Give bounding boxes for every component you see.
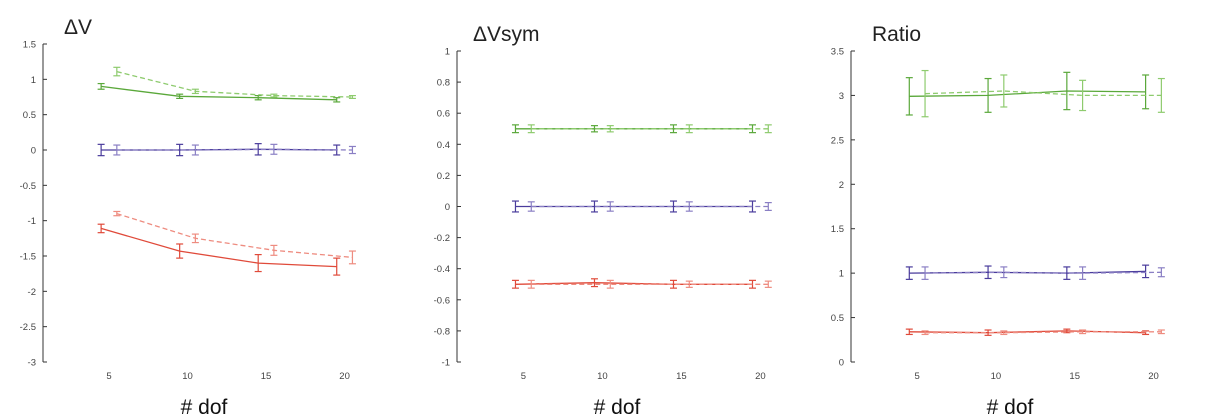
chart-title: ΔVsym (473, 23, 540, 46)
error-bar (113, 211, 120, 215)
x-tick-label: 20 (339, 371, 350, 382)
series-6 (922, 330, 1165, 334)
series-2 (922, 71, 1165, 117)
chart-panel-ratio: Ratio # dof 0 0.5 1 1.5 2 2.5 3 3.5 5 10 15 20 (831, 23, 1165, 419)
series-layer (98, 67, 356, 275)
y-tick-label: 0.8 (437, 78, 450, 89)
y-tick-label: 1.5 (23, 40, 36, 51)
series-2 (113, 67, 356, 98)
y-tick-label: -0.5 (20, 181, 36, 192)
error-bar (349, 251, 356, 264)
x-tick-label: 5 (521, 371, 526, 382)
y-tick-label: 0 (445, 202, 450, 213)
series-line (101, 228, 337, 266)
y-tick-label: -0.4 (434, 264, 450, 275)
chart-title: ΔV (64, 16, 92, 39)
y-tick-label: 0.5 (23, 110, 36, 121)
series-layer (906, 71, 1165, 336)
y-tick-label: 0.5 (831, 313, 844, 324)
series-line (117, 214, 353, 258)
x-tick-label: 5 (106, 371, 111, 382)
y-tick-label: 1 (31, 75, 36, 86)
y-tick-label: 0 (839, 358, 844, 369)
x-tick-label: 15 (676, 371, 687, 382)
x-axis-label: # dof (181, 396, 228, 419)
y-tick-label: 0.2 (437, 171, 450, 182)
chart-panel-delta-vsym: ΔVsym # dof -1 -0.8 -0.6 -0.4 -0.2 0 0.2 0.4 0.6… (434, 23, 772, 419)
series-layer (512, 125, 772, 288)
y-tick-label: -3 (28, 358, 36, 369)
x-axis-label: # dof (987, 396, 1034, 419)
y-tick-label: -0.8 (434, 326, 450, 337)
y-tick-label: -2.5 (20, 322, 36, 333)
axes: -1-0.8-0.6-0.4-0.200.20.40.60.815 10 15 20 (434, 47, 766, 383)
chart-title: Ratio (872, 23, 921, 46)
y-tick-label: -0.2 (434, 233, 450, 244)
y-tick-label: 3.5 (831, 47, 844, 58)
chart-panel-delta-v: ΔV # dof -3 -2.5 -2 -1.5 -1 -0.5 0 0.5 1 1.5 5 10 15… (20, 16, 356, 419)
y-tick-label: 1 (839, 269, 844, 280)
y-tick-label: -1.5 (20, 252, 36, 263)
y-tick-label: 1.5 (831, 224, 844, 235)
y-tick-label: 0.6 (437, 109, 450, 120)
axes: -3 -2.5 -2 -1.5 -1 -0.5 0 0.5 1 1.5 5 10 15 20 (20, 40, 350, 383)
series-6 (113, 211, 356, 263)
x-tick-label: 20 (755, 371, 766, 382)
x-tick-label: 5 (915, 371, 920, 382)
y-tick-label: 0 (31, 146, 36, 157)
y-tick-label: -1 (28, 216, 36, 227)
x-axis-label: # dof (594, 396, 641, 419)
x-tick-label: 10 (597, 371, 608, 382)
x-tick-label: 15 (261, 371, 272, 382)
x-tick-label: 10 (182, 371, 193, 382)
series-5 (512, 279, 756, 288)
y-tick-label: 2.5 (831, 135, 844, 146)
x-tick-label: 20 (1148, 371, 1159, 382)
series-5 (98, 224, 341, 275)
y-tick-label: 3 (839, 91, 844, 102)
y-tick-label: -2 (28, 287, 36, 298)
x-tick-label: 15 (1069, 371, 1080, 382)
y-tick-label: 0.4 (437, 140, 450, 151)
y-tick-label: 1 (445, 47, 450, 58)
x-tick-label: 10 (991, 371, 1002, 382)
y-tick-label: -1 (442, 358, 450, 369)
y-tick-label: -0.6 (434, 295, 450, 306)
y-tick-label: 2 (839, 180, 844, 191)
